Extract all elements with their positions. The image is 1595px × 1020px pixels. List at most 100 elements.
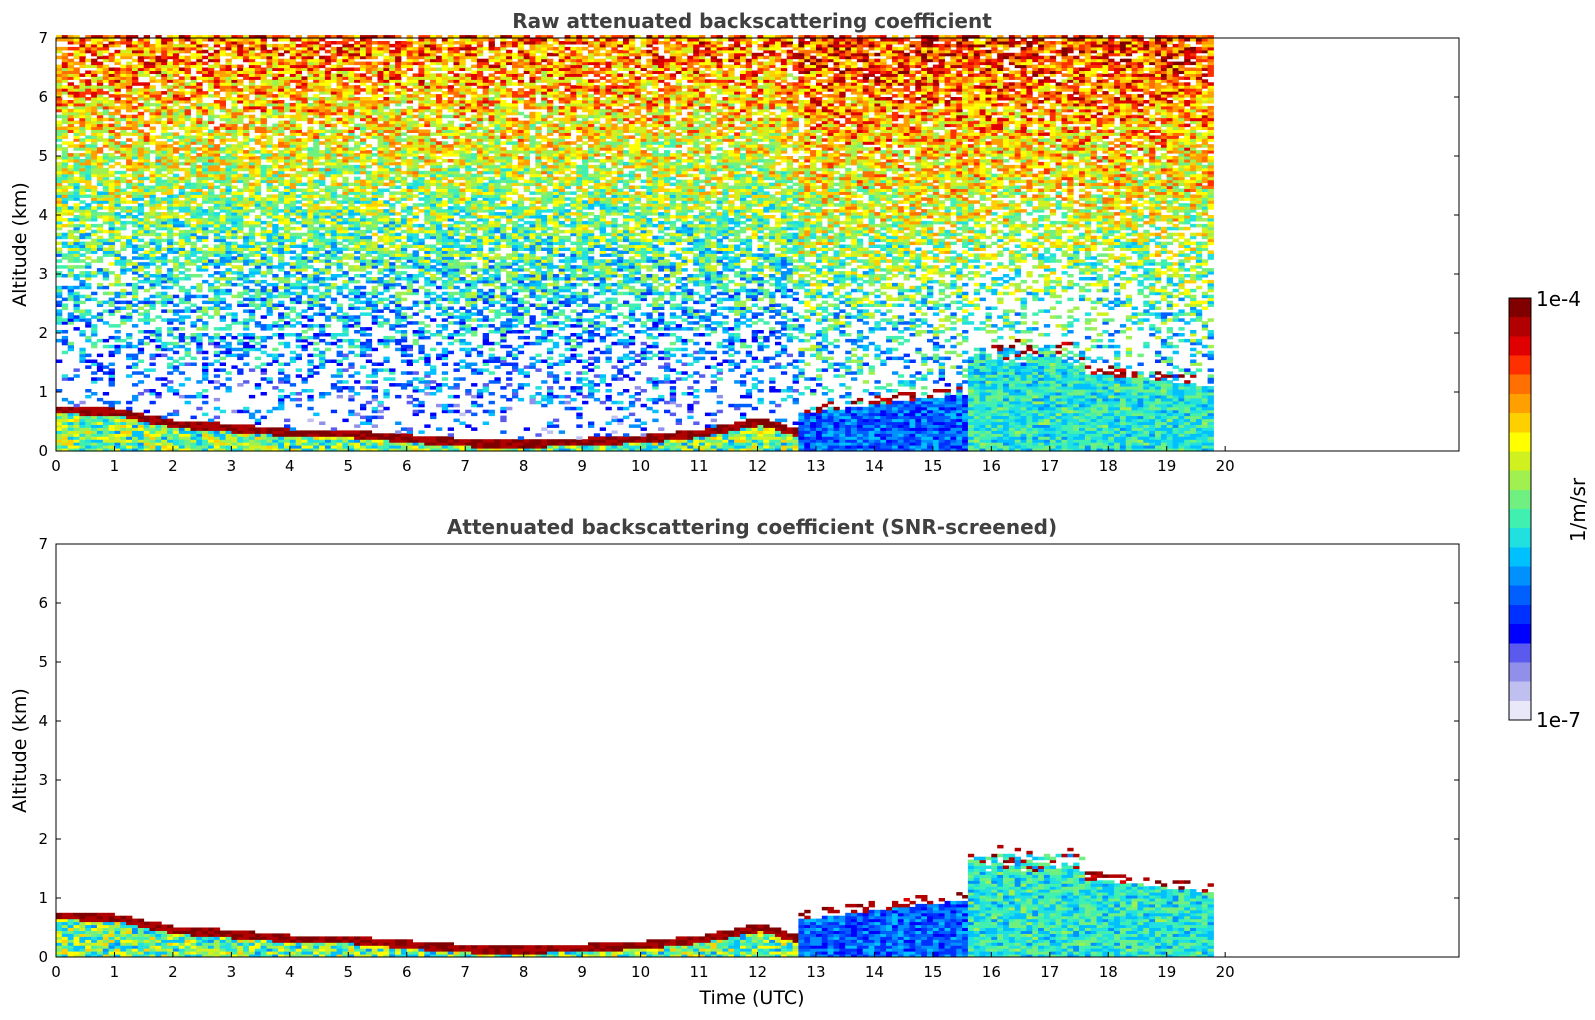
heatmap-cell [213, 43, 221, 48]
heatmap-cell [208, 167, 215, 172]
heatmap-cell [248, 100, 256, 104]
heatmap-cell [284, 418, 291, 423]
heatmap-cell [365, 333, 373, 337]
heatmap-cell [67, 212, 74, 216]
heatmap-cell [324, 108, 332, 113]
heatmap-cell [61, 159, 69, 163]
heatmap-cell [313, 274, 320, 278]
heatmap-cell [313, 303, 320, 307]
heatmap-cell [266, 188, 273, 192]
heatmap-cell [219, 223, 226, 228]
heatmap-cell [348, 52, 355, 57]
heatmap-cell [342, 285, 349, 290]
heatmap-cell [184, 82, 191, 86]
heatmap-cell [336, 76, 343, 80]
heatmap-cell [324, 439, 332, 443]
heatmap-cell [61, 105, 69, 110]
heatmap-cell [143, 38, 150, 42]
heatmap-cell [102, 153, 110, 157]
heatmap-cell [266, 138, 273, 142]
heatmap-cell [96, 105, 104, 110]
heatmap-cell [225, 341, 232, 346]
heatmap-cell [132, 120, 139, 125]
heatmap-cell [114, 409, 121, 414]
heatmap-cell [137, 132, 145, 136]
heatmap-cell [284, 70, 291, 74]
heatmap-cell [243, 46, 250, 51]
heatmap-cell [272, 76, 279, 80]
heatmap-cell [284, 250, 291, 254]
heatmap-cell [231, 123, 238, 128]
heatmap-cell [102, 35, 110, 39]
heatmap-cell [248, 120, 256, 125]
heatmap-cell [56, 135, 63, 139]
heatmap-cell [225, 35, 232, 39]
heatmap-cell [301, 436, 308, 440]
heatmap-cell [202, 55, 209, 60]
heatmap-cell [360, 229, 367, 234]
heatmap-cell [260, 88, 267, 92]
heatmap-cell [295, 374, 302, 378]
heatmap-cell [260, 433, 267, 437]
heatmap-cell [313, 100, 320, 104]
heatmap-cell [96, 259, 104, 263]
heatmap-cell [225, 52, 232, 57]
heatmap-cell [85, 176, 92, 181]
heatmap-cell [260, 76, 267, 80]
heatmap-cell [324, 333, 332, 337]
heatmap-cell [155, 197, 162, 201]
heatmap-cell [161, 46, 168, 51]
heatmap-cell [365, 229, 373, 234]
heatmap-cell [342, 88, 349, 92]
heatmap-cell [155, 61, 162, 66]
heatmap-cell [219, 220, 226, 225]
heatmap-cell [137, 445, 145, 449]
heatmap-cell [196, 341, 203, 346]
heatmap-cell [301, 262, 308, 266]
heatmap-cell [219, 338, 226, 343]
heatmap-cell [56, 430, 63, 434]
heatmap-cell [172, 111, 180, 116]
heatmap-cell [354, 170, 361, 175]
heatmap-cell [85, 161, 92, 166]
heatmap-cell [143, 418, 150, 423]
heatmap-cell [237, 430, 244, 434]
heatmap-cell [132, 442, 139, 446]
heatmap-cell [336, 268, 343, 272]
heatmap-cell [213, 61, 221, 66]
heatmap-cell [301, 88, 308, 92]
heatmap-cell [132, 147, 139, 151]
heatmap-cell [260, 120, 267, 125]
heatmap-cell [213, 303, 221, 307]
heatmap-cell [149, 338, 156, 343]
heatmap-cell [289, 70, 297, 74]
heatmap-cell [114, 70, 121, 74]
heatmap-cell [102, 206, 110, 210]
heatmap-cell [196, 442, 203, 446]
heatmap-cell [289, 55, 297, 60]
heatmap-cell [354, 448, 361, 452]
heatmap-cell [330, 383, 338, 387]
heatmap-cell [120, 262, 127, 266]
heatmap-cell [96, 212, 104, 216]
heatmap-cell [330, 274, 338, 278]
heatmap-cell [342, 46, 349, 51]
heatmap-cell [143, 156, 150, 160]
heatmap-cell [196, 58, 203, 63]
heatmap-cell [56, 73, 63, 77]
heatmap-cell [155, 117, 162, 122]
heatmap-cell [219, 126, 226, 130]
heatmap-cell [102, 73, 110, 77]
heatmap-cell [108, 244, 115, 248]
heatmap-cell [319, 247, 326, 251]
heatmap-cell [219, 108, 226, 113]
heatmap-cell [73, 285, 80, 290]
heatmap-cell [348, 79, 355, 83]
heatmap-cell [289, 350, 297, 355]
heatmap-cell [79, 58, 86, 63]
heatmap-cell [178, 123, 186, 128]
heatmap-cell [196, 111, 203, 116]
heatmap-cell [208, 218, 215, 222]
heatmap-cell [102, 291, 110, 296]
heatmap-cell [178, 156, 186, 160]
